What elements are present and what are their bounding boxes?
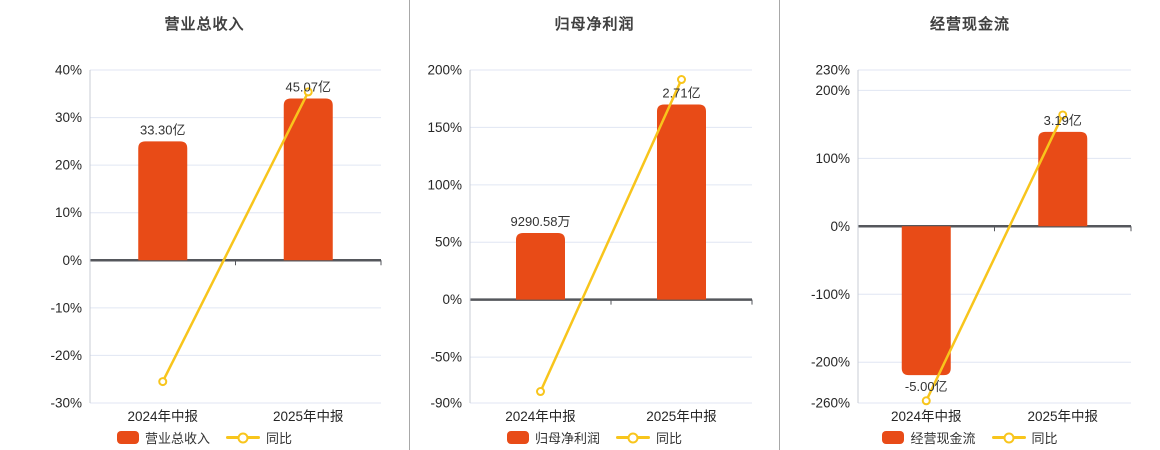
- legend-item-bar-series[interactable]: 经营现金流: [882, 428, 976, 447]
- y-tick-label: -260%: [811, 396, 850, 411]
- yoy-marker[interactable]: [536, 387, 545, 397]
- bar[interactable]: [283, 98, 333, 261]
- line-series-marker-icon: [991, 432, 1026, 443]
- y-tick-label: 40%: [55, 63, 82, 78]
- y-tick-label: -10%: [50, 300, 82, 315]
- y-tick-label: -20%: [50, 348, 82, 363]
- bar-series-swatch: [882, 431, 905, 444]
- bar-series-swatch: [506, 431, 529, 444]
- y-tick-label: 30%: [55, 110, 82, 125]
- legend-item-line-series[interactable]: 同比: [616, 428, 682, 447]
- y-tick-label: 150%: [427, 120, 462, 135]
- y-tick-label: -50%: [430, 350, 462, 365]
- bar[interactable]: [516, 233, 565, 300]
- yoy-line: [539, 79, 683, 393]
- x-category-label: 2024年中报: [127, 409, 198, 424]
- yoy-marker[interactable]: [303, 87, 313, 97]
- bar[interactable]: [138, 141, 188, 261]
- cash-flow-chart-plot: 230% 200% 100% 0% -100% -200% -260% 2024年中报 2025…: [811, 63, 1132, 424]
- legend: 归母净利润 同比: [410, 428, 779, 447]
- y-tick-label: 10%: [55, 205, 82, 220]
- yoy-marker[interactable]: [1058, 110, 1068, 120]
- bar-value-label: 3.19亿: [1044, 113, 1082, 128]
- x-category-label: 2024年中报: [505, 409, 576, 424]
- yoy-line: [161, 91, 310, 383]
- bar-series-label: 营业总收入: [144, 431, 210, 446]
- chart-title: 归母净利润: [554, 16, 635, 33]
- chart-cell-operating-cash-flow: 经营现金流 230% 200% 100% 0% -100% -200% -260% 2024年…: [780, 0, 1160, 450]
- line-series-label: 同比: [266, 431, 293, 446]
- bar[interactable]: [657, 104, 706, 300]
- line-series-label: 同比: [1031, 431, 1058, 446]
- line-series-label: 同比: [656, 431, 683, 446]
- yoy-line: [925, 114, 1064, 402]
- legend: 经营现金流 同比: [780, 428, 1160, 447]
- chart-title: 营业总收入: [164, 16, 245, 33]
- y-tick-label: 20%: [55, 158, 82, 173]
- yoy-marker[interactable]: [158, 377, 168, 387]
- bar-series-swatch: [116, 431, 139, 444]
- legend: 营业总收入 同比: [0, 428, 409, 447]
- chart-cell-revenue: 营业总收入 40% 30% 20% 10% 0% -10% -20% -30% 2024年中报 2…: [0, 0, 410, 450]
- legend-item-line-series[interactable]: 同比: [991, 428, 1058, 447]
- x-category-label: 2025年中报: [646, 409, 717, 424]
- y-tick-label: 0%: [442, 292, 462, 307]
- yoy-marker[interactable]: [677, 75, 686, 85]
- bar-value-label: 33.30亿: [140, 122, 186, 137]
- bar-value-label: -5.00亿: [905, 379, 948, 394]
- bar-series-label: 归母净利润: [534, 431, 600, 446]
- y-tick-label: 50%: [435, 235, 462, 250]
- legend-item-bar-series[interactable]: 营业总收入: [116, 428, 210, 447]
- line-series-marker-icon: [226, 432, 260, 443]
- x-category-label: 2025年中报: [273, 409, 344, 424]
- y-tick-label: 100%: [815, 151, 850, 166]
- yoy-marker[interactable]: [921, 396, 931, 406]
- y-tick-label: -90%: [430, 396, 462, 411]
- y-tick-label: -200%: [811, 355, 850, 370]
- bar-value-label: 9290.58万: [511, 214, 571, 229]
- bar[interactable]: [1038, 131, 1088, 227]
- y-tick-label: 100%: [427, 177, 462, 192]
- bar-value-label: 45.07亿: [285, 80, 331, 95]
- x-category-label: 2024年中报: [891, 409, 962, 424]
- revenue-chart-plot: 40% 30% 20% 10% 0% -10% -20% -30% 2024年中报 2025年中报…: [50, 63, 382, 424]
- y-tick-label: 200%: [427, 63, 462, 78]
- line-series-marker-icon: [616, 432, 650, 443]
- legend-item-line-series[interactable]: 同比: [226, 428, 292, 447]
- bar-value-label: 2.71亿: [662, 85, 700, 100]
- bar[interactable]: [901, 226, 951, 376]
- chart-cell-net-profit: 归母净利润 200% 150% 100% 50% 0% -50% -90% 2024年中报 20…: [410, 0, 780, 450]
- y-tick-label: 200%: [815, 83, 850, 98]
- y-tick-label: 0%: [830, 219, 850, 234]
- bar-series-label: 经营现金流: [910, 431, 976, 446]
- chart-title: 经营现金流: [929, 16, 1010, 33]
- x-category-label: 2025年中报: [1027, 409, 1098, 424]
- y-tick-label: -30%: [50, 396, 82, 411]
- y-tick-label: -100%: [811, 287, 850, 302]
- legend-item-bar-series[interactable]: 归母净利润: [506, 428, 600, 447]
- y-tick-label: 230%: [815, 63, 850, 78]
- net-profit-chart-plot: 200% 150% 100% 50% 0% -50% -90% 2024年中报 2025年中报 9…: [427, 63, 753, 424]
- y-tick-label: 0%: [62, 253, 82, 268]
